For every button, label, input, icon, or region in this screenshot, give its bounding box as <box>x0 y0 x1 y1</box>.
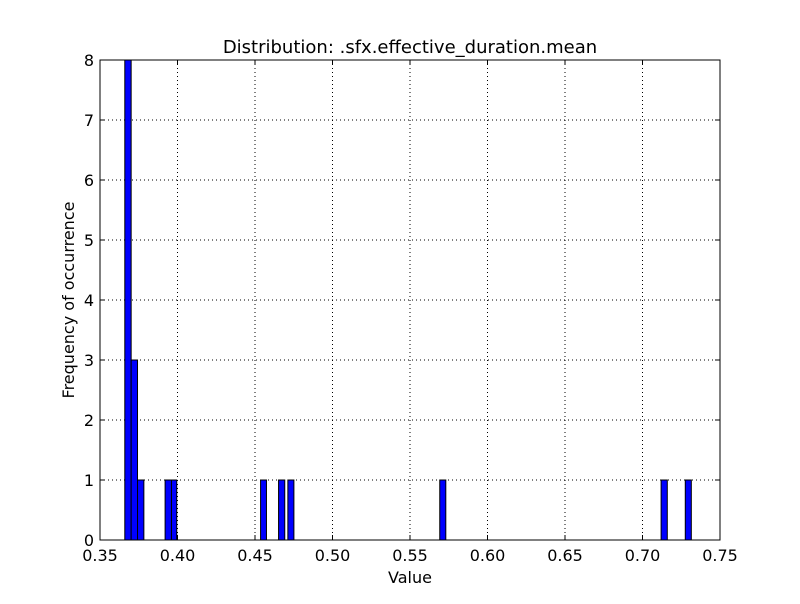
histogram-bar <box>260 479 267 541</box>
chart-title: Distribution: .sfx.effective_duration.me… <box>223 37 597 58</box>
y-tick-label: 0 <box>84 531 94 550</box>
x-axis-label: Value <box>388 568 432 587</box>
y-axis-label: Frequency of occurrence <box>59 202 78 399</box>
x-tick-label: 0.60 <box>470 546 506 565</box>
histogram-bar <box>130 359 139 541</box>
y-tick-label: 6 <box>84 171 94 190</box>
axis-ticks: 0.35 0.40 0.45 0.50 0.55 0.60 0.65 0.70 0.75 0 1 2 3… <box>82 51 738 565</box>
histogram-bar <box>278 479 286 541</box>
y-tick-label: 4 <box>84 291 94 310</box>
histogram-bar <box>660 479 668 541</box>
histogram-bar <box>170 479 178 541</box>
histogram-bar <box>684 479 692 541</box>
x-tick-label: 0.75 <box>702 546 738 565</box>
x-tick-label: 0.65 <box>547 546 583 565</box>
y-tick-label: 2 <box>84 411 94 430</box>
y-tick-label: 1 <box>84 471 94 490</box>
x-tick-label: 0.40 <box>160 546 196 565</box>
y-tick-label: 8 <box>84 51 94 70</box>
y-tick-label: 5 <box>84 231 94 250</box>
x-tick-label: 0.35 <box>82 546 118 565</box>
y-tick-label: 7 <box>84 111 94 130</box>
x-tick-label: 0.50 <box>315 546 351 565</box>
histogram-bar <box>137 479 145 541</box>
y-tick-label: 3 <box>84 351 94 370</box>
x-tick-label: 0.70 <box>625 546 661 565</box>
x-tick-label: 0.55 <box>392 546 428 565</box>
histogram-bar <box>124 59 132 541</box>
x-tick-label: 0.45 <box>237 546 273 565</box>
histogram-bar <box>439 479 447 541</box>
histogram-bar <box>287 479 295 541</box>
grid-lines <box>100 60 720 540</box>
histogram-bar <box>164 479 172 541</box>
